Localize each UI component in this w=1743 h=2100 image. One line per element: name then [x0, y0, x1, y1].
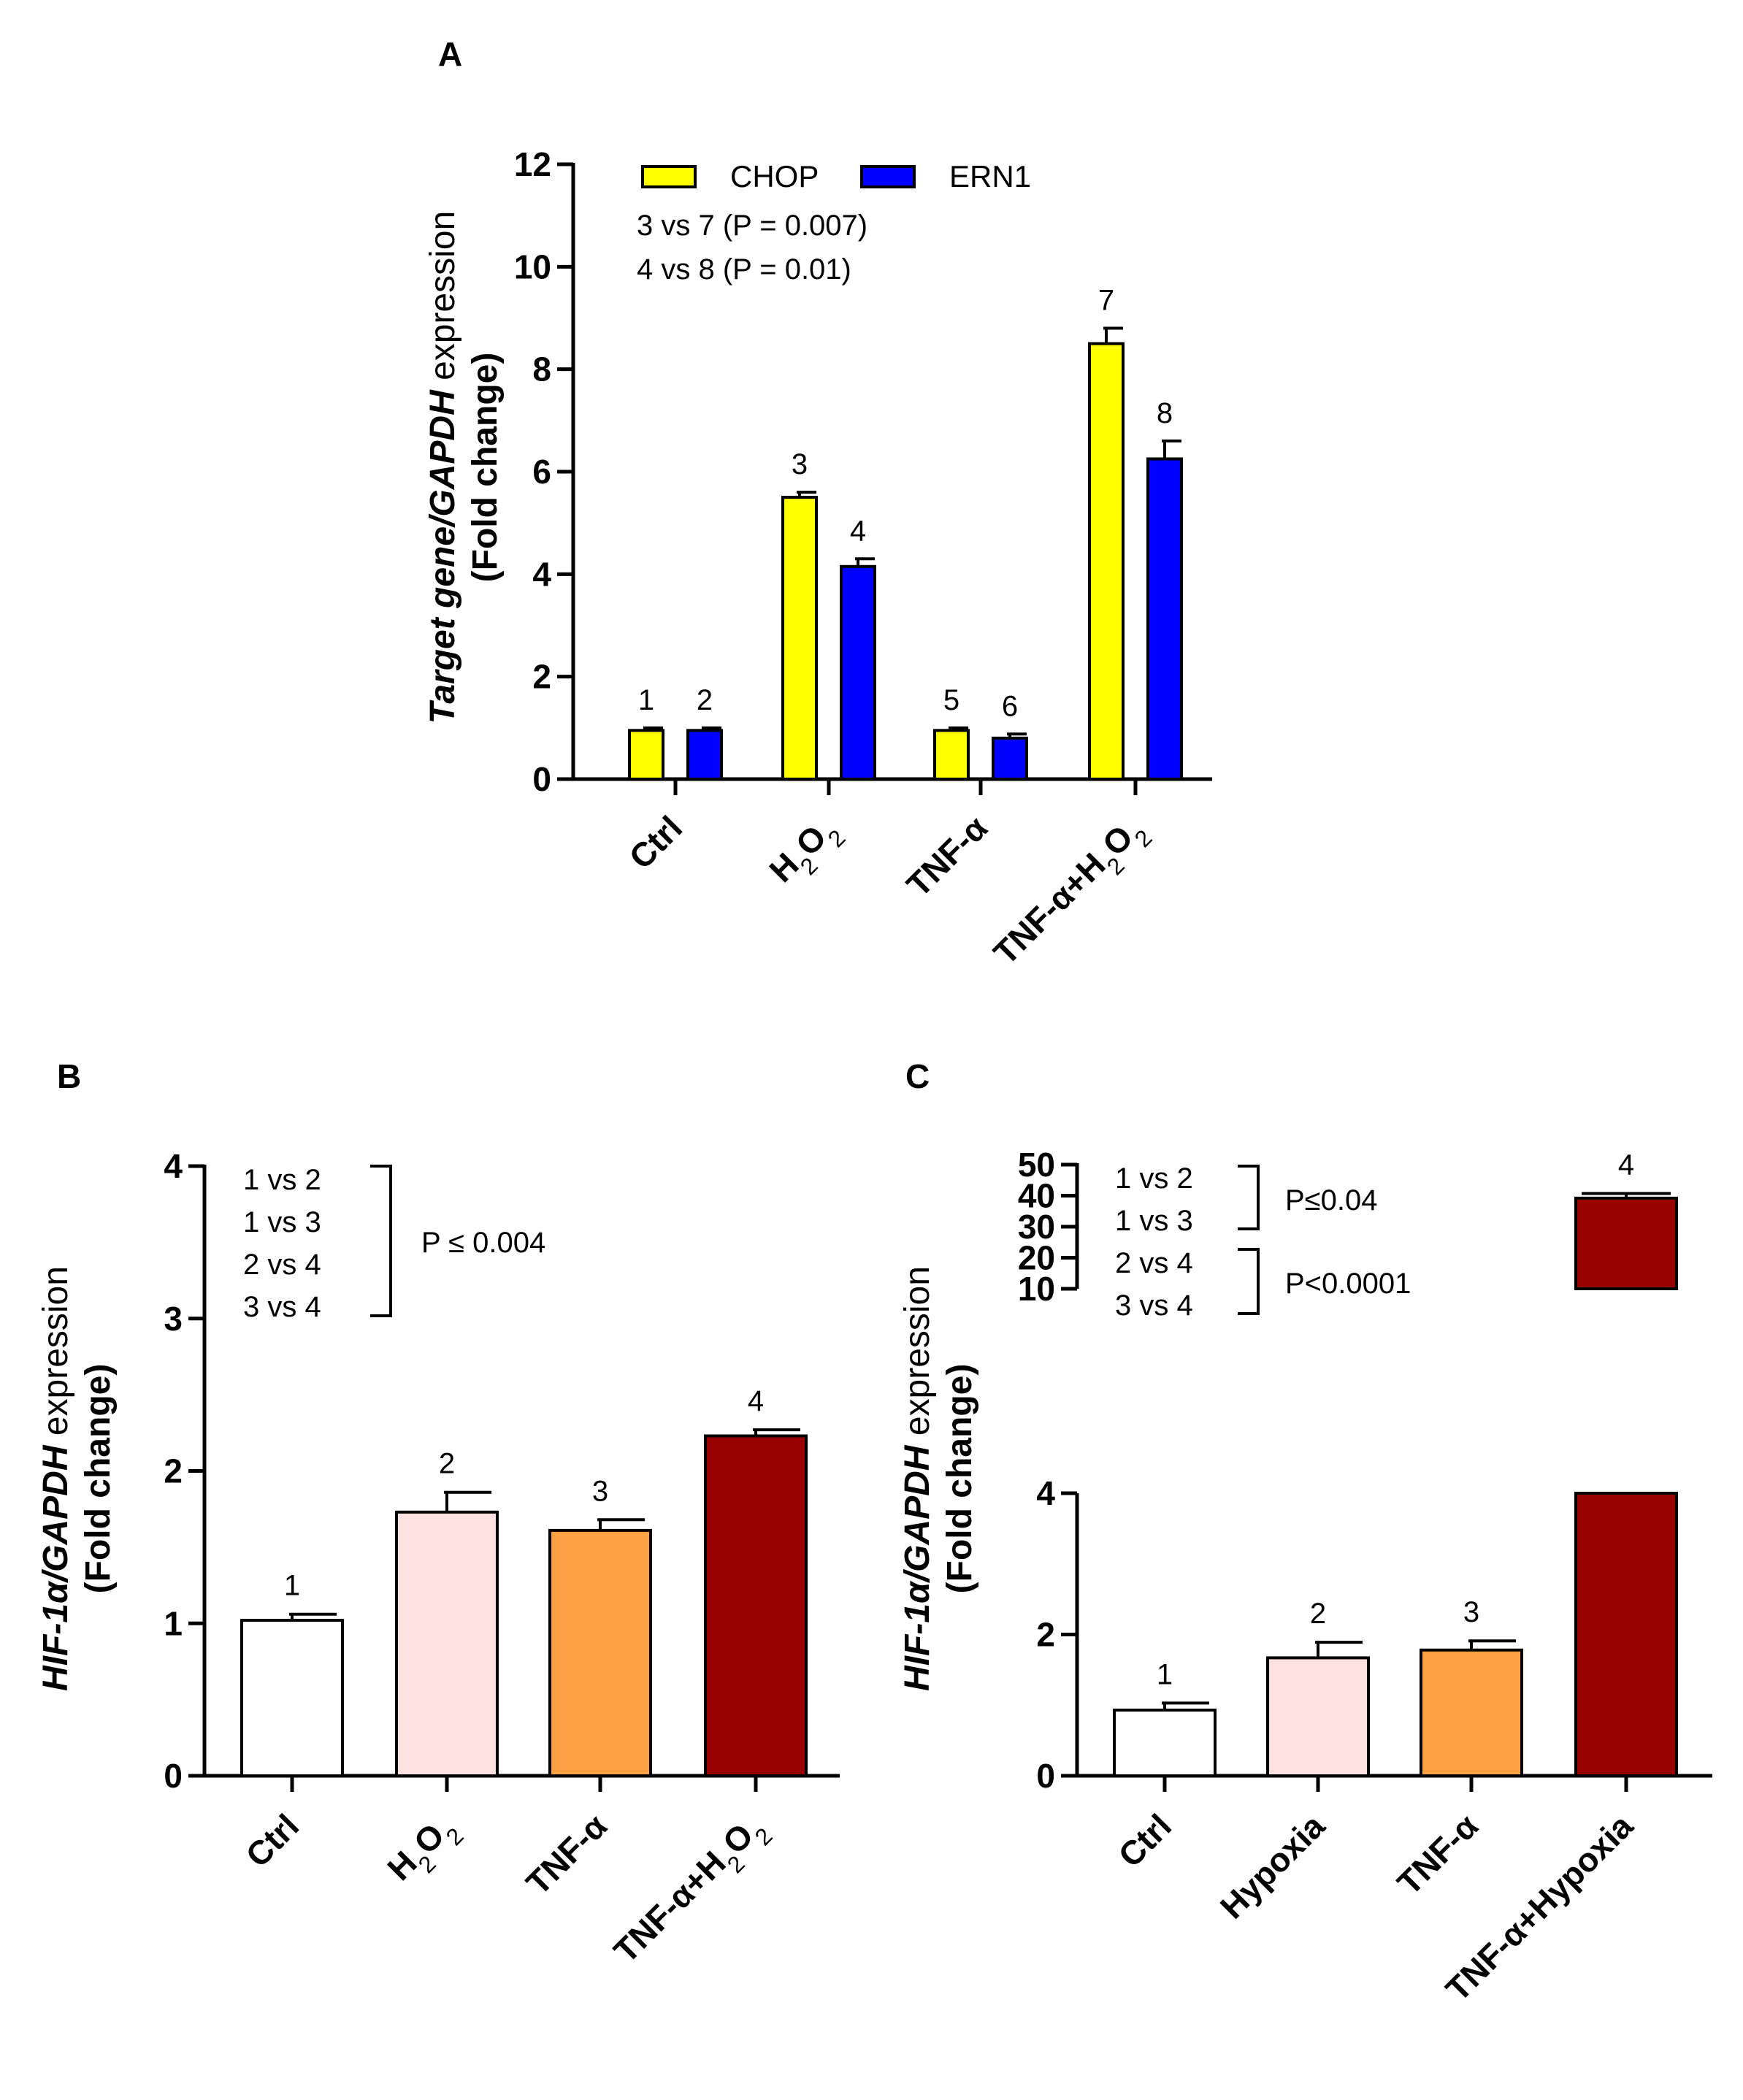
- panel-c-ytick-label: 20: [1018, 1239, 1055, 1277]
- panel-b-bracket: [370, 1165, 392, 1317]
- panel-c-ytick-label: 0: [1036, 1757, 1055, 1795]
- panel-c-ylabel: HIF-1α/GAPDH expression(Fold change): [898, 1266, 979, 1691]
- panel-a-ytick-label: 4: [532, 555, 551, 593]
- panel-c-bar: [1420, 1648, 1523, 1777]
- panel-b-ytick-label: 0: [164, 1757, 183, 1795]
- panel-b-bar-number: 3: [592, 1475, 608, 1507]
- panel-a-bar: [781, 496, 818, 781]
- panel-a-bar-number: 3: [792, 448, 808, 480]
- panel-a-bar-number: 6: [1002, 690, 1018, 722]
- panel-c-ytick-label: 4: [1036, 1474, 1055, 1512]
- panel-c-ylabel-line2: (Fold change): [941, 1364, 979, 1594]
- panel-b-bar: [704, 1434, 808, 1778]
- panel-b-ytick-label: 4: [164, 1147, 183, 1185]
- panel-a-category-label: Ctrl: [621, 808, 689, 876]
- panel-c-ytick-label: 50: [1018, 1146, 1055, 1184]
- panel-c-bar-number: 4: [1618, 1149, 1634, 1181]
- panel-c-p-value: P<0.0001: [1285, 1268, 1411, 1300]
- panel-a-bar: [628, 729, 664, 781]
- panel-c-bar-number: 3: [1463, 1596, 1479, 1628]
- panel-a-ytick-label: 6: [532, 453, 551, 491]
- panel-a-bar: [840, 564, 876, 781]
- panel-a-category-label: TNF-α: [899, 808, 995, 904]
- panel-b-p-value: P ≤ 0.004: [421, 1227, 545, 1259]
- panel-a-bar-number: 8: [1157, 397, 1173, 429]
- panel-c-bar: [1113, 1709, 1217, 1777]
- panel-c-category-label: Ctrl: [1111, 1806, 1179, 1874]
- panel-a-letter: A: [438, 35, 462, 73]
- panel-a-ylabel-line1: Target gene/GAPDH expression: [424, 211, 462, 724]
- panel-a-ytick-label: 0: [532, 760, 551, 798]
- panel-c-comparison: 2 vs 4: [1115, 1247, 1193, 1279]
- panel-c-category-label: TNF-α: [1390, 1806, 1485, 1902]
- panel-b-category-label: TNF-α: [518, 1806, 614, 1902]
- panel-b-bar: [548, 1528, 652, 1778]
- panel-b-category-label: H2O2: [380, 1806, 468, 1895]
- panel-a-bar-number: 7: [1098, 285, 1114, 317]
- panel-c-p-value: P≤0.04: [1285, 1184, 1377, 1216]
- panel-c-bar-number: 1: [1157, 1658, 1173, 1690]
- panel-b-bar-number: 1: [284, 1570, 300, 1602]
- panel-c-ytick-label: 30: [1018, 1208, 1055, 1246]
- panel-c-comparison: 1 vs 3: [1115, 1205, 1193, 1237]
- panel-c-bracket-top: [1238, 1165, 1260, 1230]
- panel-c-bar-upper: [1574, 1196, 1678, 1291]
- panel-b-ytick-label: 3: [164, 1300, 183, 1338]
- panel-a-bar-number: 5: [943, 684, 959, 716]
- panel-b-ytick-label: 1: [164, 1604, 183, 1642]
- panel-a-bar: [686, 729, 723, 781]
- panel-c-comparison: 1 vs 2: [1115, 1162, 1193, 1195]
- panel-c-bar-number: 2: [1310, 1598, 1326, 1630]
- panel-a-bar: [1146, 457, 1183, 781]
- panel-c-ytick-label: 10: [1018, 1270, 1055, 1308]
- panel-c-bracket-bottom: [1238, 1248, 1260, 1315]
- panel-b-ylabel-line2: (Fold change): [79, 1364, 118, 1594]
- panel-b-category-label: TNF-α+H2O2: [606, 1806, 777, 1977]
- panel-b-comparison: 1 vs 2: [243, 1164, 321, 1196]
- panel-b-bar: [240, 1619, 344, 1777]
- panel-a-ytick-label: 12: [514, 145, 551, 183]
- panel-a-bar: [933, 729, 970, 781]
- panel-b-letter: B: [57, 1057, 81, 1095]
- panel-a-bar-number: 4: [850, 515, 866, 547]
- panel-a-ytick-label: 10: [514, 248, 551, 286]
- panel-a-bar: [1088, 342, 1125, 781]
- panel-b-ytick-label: 2: [164, 1452, 183, 1490]
- panel-c-comparison: 3 vs 4: [1115, 1289, 1193, 1322]
- panel-a-bar: [992, 736, 1028, 781]
- panel-a-category-label: TNF-α+H2O2: [986, 808, 1157, 979]
- panel-a-ylabel-line2: (Fold change): [466, 353, 505, 583]
- panel-b-bar: [395, 1510, 499, 1778]
- panel-a-annotation: 4 vs 8 (P = 0.01): [637, 253, 851, 286]
- panel-a-ylabel: Target gene/GAPDH expression(Fold change…: [424, 211, 505, 724]
- panel-c-ytick-label: 40: [1018, 1177, 1055, 1215]
- panel-b-comparison: 3 vs 4: [243, 1291, 321, 1323]
- panel-a-legend-label: CHOP: [730, 159, 819, 193]
- panel-a-annotation: 3 vs 7 (P = 0.007): [637, 210, 867, 242]
- panel-c-ytick-label: 2: [1036, 1616, 1055, 1654]
- panel-c-letter: C: [905, 1057, 930, 1095]
- panel-a-legend-swatch: [860, 165, 916, 188]
- panel-b-comparison: 1 vs 3: [243, 1206, 321, 1238]
- panel-b-bar-number: 4: [748, 1385, 764, 1417]
- panel-a-category-label: H2O2: [762, 808, 850, 897]
- panel-b-category-label: Ctrl: [238, 1806, 306, 1874]
- panel-c-bar: [1266, 1656, 1370, 1777]
- panel-c-bar-lower: [1574, 1492, 1678, 1777]
- panel-c-category-label: Hypoxia: [1213, 1806, 1333, 1926]
- panel-a-legend-swatch: [641, 165, 697, 188]
- panel-c-ylabel-line1: HIF-1α/GAPDH expression: [898, 1266, 937, 1691]
- panel-a-legend-label: ERN1: [949, 159, 1031, 193]
- panel-b-ylabel-line1: HIF-1α/GAPDH expression: [37, 1266, 75, 1691]
- panel-b-comparison: 2 vs 4: [243, 1249, 321, 1281]
- panel-a-bar-number: 1: [638, 684, 654, 716]
- panel-b-ylabel: HIF-1α/GAPDH expression(Fold change): [37, 1266, 118, 1691]
- panel-a-ytick-label: 2: [532, 658, 551, 696]
- panel-b-bar-number: 2: [439, 1448, 455, 1480]
- panel-a-bar-number: 2: [697, 684, 713, 716]
- panel-a-ytick-label: 8: [532, 350, 551, 388]
